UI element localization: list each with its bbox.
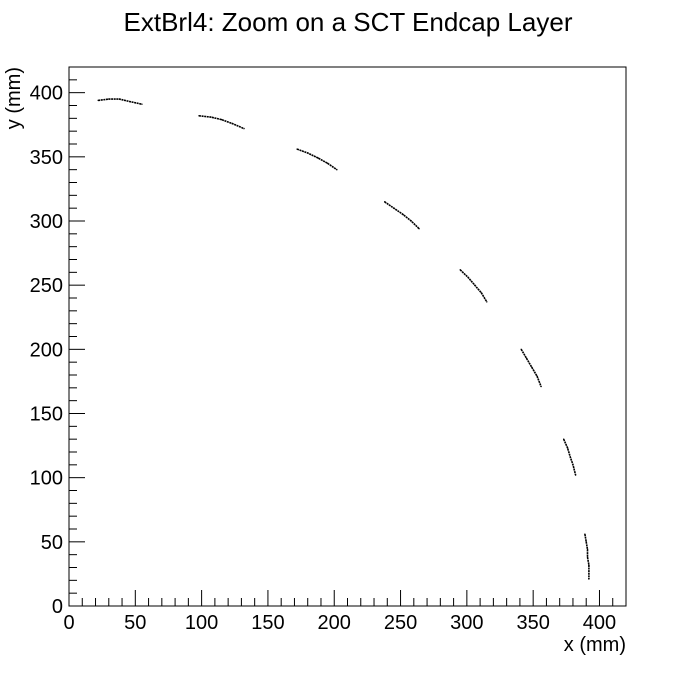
data-point (243, 128, 245, 130)
minor-ticks (69, 66, 627, 606)
x-tick-label: 50 (124, 612, 146, 634)
data-point (586, 556, 589, 558)
data-point (231, 122, 233, 125)
data-point (480, 292, 483, 294)
data-point (108, 98, 110, 100)
data-point (220, 119, 223, 121)
x-tick-labels: 0 50 100 150 200 250 300 350 400 (63, 612, 616, 634)
y-tick-label: 50 (41, 532, 63, 554)
y-tick-label: 200 (30, 339, 63, 361)
data-point (418, 228, 420, 230)
y-tick-label: 250 (30, 275, 63, 297)
data-point (588, 578, 590, 580)
data-point (141, 103, 143, 105)
data-point (198, 115, 200, 117)
plot-frame (68, 66, 627, 607)
data-point (410, 220, 412, 222)
data-segment (198, 115, 245, 130)
data-point (586, 548, 589, 551)
y-tick-label: 150 (30, 404, 63, 426)
data-point (296, 148, 298, 150)
y-axis-label: y (mm) (3, 67, 25, 129)
x-tick-label: 350 (516, 612, 549, 634)
chart-title: ExtBrl4: Zoom on a SCT Endcap Layer (124, 7, 573, 37)
data-point (467, 276, 469, 279)
data-point (525, 357, 528, 359)
y-tick-label: 0 (52, 596, 63, 618)
x-tick-label: 150 (251, 612, 284, 634)
x-tick-label: 300 (450, 612, 483, 634)
data-point (540, 385, 542, 388)
data-point (118, 98, 120, 100)
y-tick-label: 350 (30, 147, 63, 169)
x-tick-label: 250 (384, 612, 417, 634)
data-point (567, 447, 569, 449)
data-point (317, 157, 319, 159)
data-point (307, 152, 309, 154)
x-tick-label: 400 (583, 612, 616, 634)
data-point (536, 375, 538, 377)
y-tick-labels: 0 50 100 150 200 250 300 350 400 (30, 83, 63, 618)
data-point (459, 269, 461, 271)
x-tick-label: 0 (63, 612, 74, 634)
x-axis-label: x (mm) (564, 634, 626, 656)
data-point (531, 366, 533, 368)
data-segment (520, 348, 542, 387)
data-point (585, 541, 587, 543)
data-point (129, 101, 131, 103)
data-point (210, 116, 212, 118)
data-point (486, 301, 488, 303)
data-segment (459, 269, 488, 303)
data-segment (98, 98, 143, 105)
data-point (569, 456, 571, 458)
data-segment (296, 148, 338, 171)
y-tick-label: 300 (30, 211, 63, 233)
data-point (402, 213, 404, 216)
data-point (384, 201, 386, 203)
y-tick-label: 100 (30, 468, 63, 490)
data-segment (584, 533, 590, 579)
data-point (572, 464, 574, 466)
y-tick-label: 400 (30, 83, 63, 105)
data-point (520, 348, 522, 350)
data-segment (384, 201, 420, 230)
data-point (588, 564, 590, 566)
data-point (563, 438, 565, 440)
data-point (327, 162, 329, 164)
x-tick-label: 200 (318, 612, 351, 634)
x-tick-label: 100 (185, 612, 218, 634)
major-ticks (68, 92, 600, 607)
data-series (97, 98, 590, 580)
data-point (474, 284, 476, 286)
data-point (584, 533, 586, 535)
data-point (393, 207, 395, 209)
data-point (97, 99, 99, 101)
data-point (575, 474, 577, 476)
data-point (336, 169, 338, 171)
data-segment (562, 438, 577, 476)
